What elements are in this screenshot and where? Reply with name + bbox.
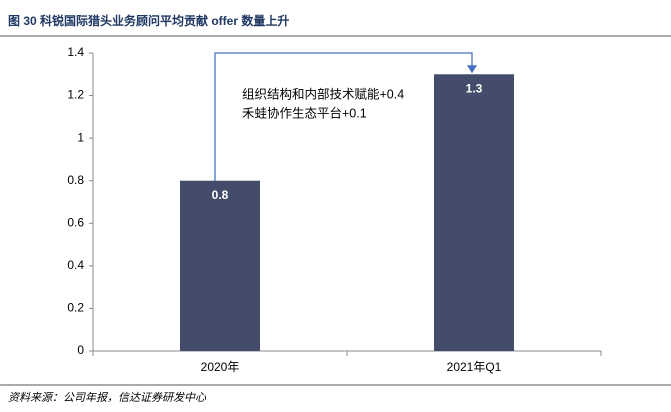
y-tick-label: 0 (77, 343, 84, 357)
x-tick-label: 2021年Q1 (447, 360, 502, 374)
data-label: 1.3 (466, 81, 483, 95)
y-tick-label: 0.6 (67, 215, 84, 229)
data-label: 0.8 (212, 188, 229, 202)
chart-title: 图 30 科锐国际猎头业务顾问平均贡献 offer 数量上升 (8, 13, 289, 28)
bar (180, 180, 260, 351)
x-tick-label: 2020年 (201, 360, 240, 374)
y-tick-label: 1 (77, 130, 84, 144)
connector-arrow (214, 52, 473, 181)
annotation: 禾蛙协作生态平台+0.1 (242, 105, 367, 120)
y-tick-label: 1.4 (67, 45, 84, 59)
annotation: 组织结构和内部技术赋能+0.4 (242, 86, 404, 101)
arrow-head (467, 65, 477, 74)
y-tick-label: 0.8 (67, 173, 84, 187)
bar (434, 74, 514, 352)
y-tick-label: 0.2 (67, 301, 84, 315)
y-tick-label: 0.4 (67, 258, 84, 272)
source-note: 资料来源：公司年报，信达证券研发中心 (8, 391, 207, 404)
y-tick-label: 1.2 (67, 88, 84, 102)
